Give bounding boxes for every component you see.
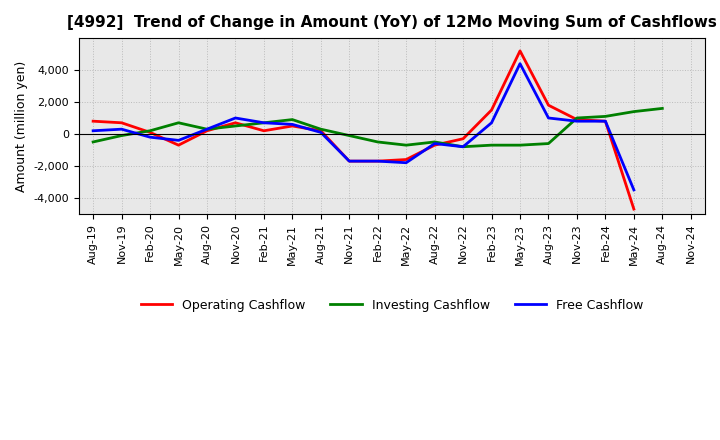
Investing Cashflow	[601, 114, 610, 119]
Free Cashflow	[231, 115, 240, 121]
Free Cashflow	[174, 138, 183, 143]
Operating Cashflow	[572, 117, 581, 122]
Operating Cashflow	[516, 48, 524, 54]
Operating Cashflow	[601, 118, 610, 124]
Operating Cashflow	[544, 103, 553, 108]
Investing Cashflow	[317, 127, 325, 132]
Investing Cashflow	[572, 115, 581, 121]
Free Cashflow	[544, 115, 553, 121]
Free Cashflow	[202, 127, 211, 132]
Operating Cashflow	[260, 128, 269, 133]
Operating Cashflow	[431, 143, 439, 148]
Investing Cashflow	[145, 128, 154, 133]
Investing Cashflow	[487, 143, 496, 148]
Investing Cashflow	[89, 139, 97, 145]
Investing Cashflow	[231, 123, 240, 128]
Investing Cashflow	[658, 106, 667, 111]
Free Cashflow	[288, 122, 297, 127]
Operating Cashflow	[374, 158, 382, 164]
Operating Cashflow	[231, 120, 240, 125]
Free Cashflow	[260, 120, 269, 125]
Operating Cashflow	[145, 130, 154, 135]
Operating Cashflow	[317, 128, 325, 133]
Investing Cashflow	[431, 139, 439, 145]
Legend: Operating Cashflow, Investing Cashflow, Free Cashflow: Operating Cashflow, Investing Cashflow, …	[135, 294, 648, 317]
Operating Cashflow	[288, 123, 297, 128]
Free Cashflow	[572, 118, 581, 124]
Investing Cashflow	[459, 144, 467, 150]
Investing Cashflow	[174, 120, 183, 125]
Investing Cashflow	[345, 133, 354, 138]
Operating Cashflow	[202, 128, 211, 133]
Operating Cashflow	[459, 136, 467, 141]
Operating Cashflow	[117, 120, 126, 125]
Line: Free Cashflow: Free Cashflow	[93, 64, 634, 190]
Investing Cashflow	[402, 143, 410, 148]
Free Cashflow	[145, 135, 154, 140]
Free Cashflow	[601, 118, 610, 124]
Free Cashflow	[487, 120, 496, 125]
Free Cashflow	[374, 158, 382, 164]
Free Cashflow	[117, 127, 126, 132]
Investing Cashflow	[288, 117, 297, 122]
Free Cashflow	[516, 61, 524, 66]
Free Cashflow	[459, 144, 467, 150]
Free Cashflow	[431, 141, 439, 146]
Y-axis label: Amount (million yen): Amount (million yen)	[15, 60, 28, 191]
Line: Operating Cashflow: Operating Cashflow	[93, 51, 634, 209]
Free Cashflow	[317, 130, 325, 135]
Investing Cashflow	[516, 143, 524, 148]
Free Cashflow	[629, 187, 638, 193]
Investing Cashflow	[260, 120, 269, 125]
Investing Cashflow	[629, 109, 638, 114]
Operating Cashflow	[174, 143, 183, 148]
Investing Cashflow	[544, 141, 553, 146]
Operating Cashflow	[402, 157, 410, 162]
Investing Cashflow	[202, 127, 211, 132]
Operating Cashflow	[345, 158, 354, 164]
Free Cashflow	[89, 128, 97, 133]
Operating Cashflow	[89, 118, 97, 124]
Title: [4992]  Trend of Change in Amount (YoY) of 12Mo Moving Sum of Cashflows: [4992] Trend of Change in Amount (YoY) o…	[67, 15, 717, 30]
Line: Investing Cashflow: Investing Cashflow	[93, 108, 662, 147]
Operating Cashflow	[629, 206, 638, 212]
Investing Cashflow	[117, 133, 126, 138]
Free Cashflow	[345, 158, 354, 164]
Free Cashflow	[402, 160, 410, 165]
Investing Cashflow	[374, 139, 382, 145]
Operating Cashflow	[487, 107, 496, 113]
